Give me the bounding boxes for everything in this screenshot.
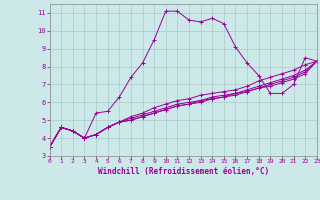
X-axis label: Windchill (Refroidissement éolien,°C): Windchill (Refroidissement éolien,°C) — [98, 167, 269, 176]
